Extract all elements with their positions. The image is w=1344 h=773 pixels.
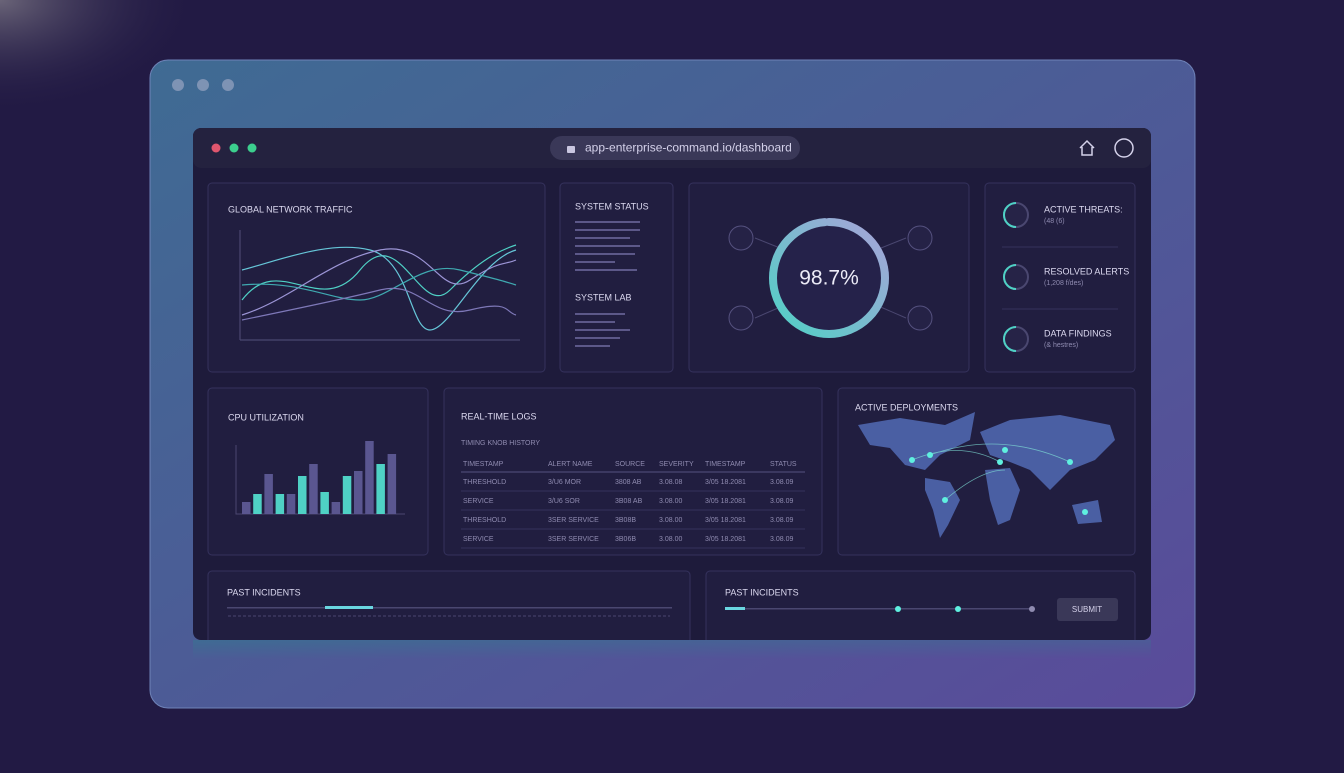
url: app-enterprise-command.io/dashboard (585, 141, 792, 155)
status-rows (575, 221, 640, 347)
panel-title: PAST INCIDENTS (227, 587, 301, 597)
log-cell: 3B08B (615, 517, 636, 524)
world-map (858, 412, 1115, 538)
table-caption: TIMING KNOB HISTORY (461, 440, 540, 447)
gauge-label: 98.7% (799, 267, 859, 290)
gauge-icons (728, 225, 933, 331)
window-dot (222, 79, 234, 91)
log-cell: 3.08.08 (659, 479, 682, 486)
progress-track (227, 607, 672, 609)
log-cell: SERVICE (463, 536, 494, 543)
panel-title: SYSTEM LAB (575, 292, 632, 302)
stat-label: ACTIVE THREATS: (1044, 204, 1123, 214)
column-header: TIMESTAMP (705, 461, 746, 468)
log-cell: 3/U6 MOR (548, 479, 581, 486)
log-cell: 3/05 18.2081 (705, 479, 746, 486)
url-bar[interactable] (550, 136, 800, 160)
column-header: SEVERITY (659, 461, 694, 468)
stat-ring-arc (1003, 202, 1017, 228)
log-cell: THRESHOLD (463, 479, 506, 486)
timeline-point (1029, 606, 1035, 612)
timeline-point (895, 606, 901, 612)
log-cell: 3.08.00 (659, 517, 682, 524)
progress-fill (325, 606, 373, 609)
log-cell: 3B06B (615, 536, 636, 543)
gauge-links (754, 237, 907, 319)
log-cell: 3/05 18.2081 (705, 536, 746, 543)
panel-title: SYSTEM STATUS (575, 201, 649, 211)
log-cell: 3/05 18.2081 (705, 517, 746, 524)
stats-panel (984, 182, 1136, 373)
stat-label: RESOLVED ALERTS (1044, 266, 1129, 276)
min-dot[interactable] (229, 143, 239, 153)
log-cell: 3808 AB (615, 479, 642, 486)
log-cell: 3.08.09 (770, 498, 793, 505)
stat-ring-arc (1003, 264, 1017, 290)
log-cell: THRESHOLD (463, 517, 506, 524)
home-icon[interactable] (1079, 139, 1095, 156)
column-header: ALERT NAME (548, 461, 593, 468)
stat-detail: (48 (6) (1044, 218, 1065, 225)
cpu-bar (365, 441, 374, 514)
panel-title: REAL-TIME LOGS (461, 411, 537, 421)
stat-label: DATA FINDINGS (1044, 328, 1112, 338)
panel-title: ACTIVE DEPLOYMENTS (855, 402, 958, 412)
column-header: TIMESTAMP (463, 461, 504, 468)
max-dot[interactable] (247, 143, 257, 153)
timeline-fill (725, 607, 745, 610)
map-points (909, 447, 1088, 515)
log-cell: 3.08.00 (659, 536, 682, 543)
cpu-bar (253, 494, 262, 514)
traffic-panel (207, 182, 546, 373)
panel-title: GLOBAL NETWORK TRAFFIC (228, 204, 353, 214)
timeline-track (725, 608, 1032, 610)
stat-ring-arc (1003, 326, 1017, 352)
timeline-point (955, 606, 961, 612)
window-dot (197, 79, 209, 91)
log-cell: 3B08 AB (615, 498, 643, 505)
log-cell: 3.08.09 (770, 536, 793, 543)
gauge-arc (769, 218, 889, 338)
log-cell: 3/U6 SOR (548, 498, 580, 505)
log-cell: 3SER SERVICE (548, 517, 599, 524)
traffic-lines (239, 230, 520, 341)
log-cell: 3.08.09 (770, 479, 793, 486)
cpu-bar (242, 502, 251, 514)
log-cell: 3SER SERVICE (548, 536, 599, 543)
submit-button[interactable] (1057, 598, 1118, 621)
frame-fill (193, 640, 1151, 660)
cpu-bar (298, 476, 307, 514)
panel-title: CPU UTILIZATION (228, 412, 304, 422)
cpu-bar (331, 502, 341, 514)
panel-title: PAST INCIDENTS (725, 587, 799, 597)
incidents-panel (207, 570, 691, 652)
stat-detail: (1,208 f/des) (1044, 280, 1083, 287)
button-label: SUBMIT (1072, 605, 1102, 614)
cpu-bar (342, 476, 352, 514)
cpu-bar (376, 464, 385, 514)
column-header: SOURCE (615, 461, 645, 468)
stat-detail: (& hestres) (1044, 342, 1078, 349)
map-arcs (911, 443, 1071, 501)
log-cell: 3.08.00 (659, 498, 682, 505)
cpu-bar (264, 474, 273, 514)
close-dot[interactable] (211, 143, 221, 153)
cpu-bar (309, 464, 318, 514)
lock-icon (567, 146, 575, 153)
cpu-bar (275, 494, 285, 514)
log-cell: 3.08.09 (770, 517, 793, 524)
column-header: STATUS (770, 461, 797, 468)
cpu-bar (320, 492, 329, 514)
window-dot (172, 79, 184, 91)
cpu-bar (354, 471, 363, 514)
cpu-bar (387, 454, 397, 514)
menu-icon[interactable] (1114, 138, 1134, 158)
log-cell: 3/05 18.2081 (705, 498, 746, 505)
cpu-bar (286, 494, 296, 514)
log-cell: SERVICE (463, 498, 494, 505)
